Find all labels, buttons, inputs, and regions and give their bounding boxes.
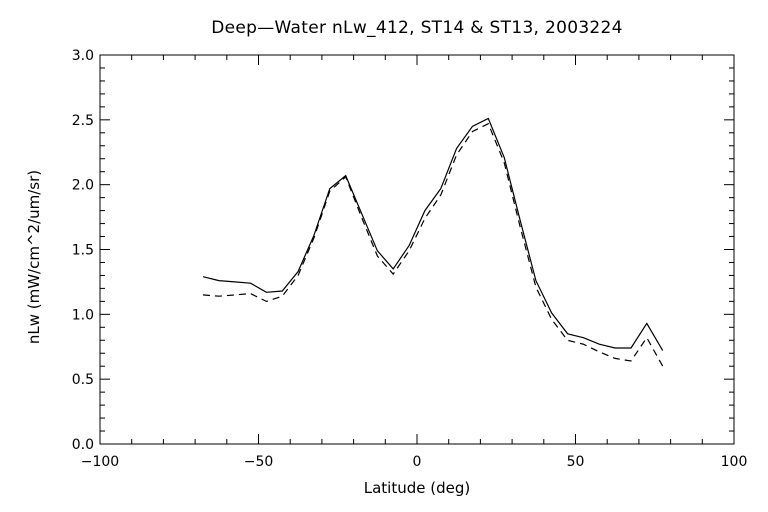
y-tick-label: 1.5 <box>72 243 94 259</box>
axis-tick-labels: −100 −50 0 50 100 0.0 0.5 1.0 1.5 2.0 2.5 3.0 <box>72 48 748 470</box>
chart-title: Deep—Water nLw_412, ST14 & ST13, 2003224 <box>211 18 623 38</box>
series-lines <box>202 117 664 367</box>
series-line-dashed <box>202 122 664 367</box>
y-tick-label: 1.0 <box>72 307 94 323</box>
x-axis-label: Latitude (deg) <box>363 479 471 497</box>
y-tick-label: 2.5 <box>72 113 94 129</box>
y-tick-label: 0.0 <box>72 437 94 453</box>
x-tick-label: 100 <box>721 454 748 470</box>
series-line-solid <box>202 117 664 351</box>
x-tick-label: 50 <box>567 454 585 470</box>
y-axis-label: nLw (mW/cm^2/um/sr) <box>25 169 43 345</box>
y-tick-label: 0.5 <box>72 372 94 388</box>
axis-ticks <box>99 54 735 445</box>
x-tick-label: −100 <box>81 454 119 470</box>
x-tick-label: 0 <box>413 454 422 470</box>
y-tick-label: 3.0 <box>72 48 94 64</box>
plot-frame <box>99 54 735 445</box>
y-tick-label: 2.0 <box>72 178 94 194</box>
x-tick-label: −50 <box>244 454 274 470</box>
